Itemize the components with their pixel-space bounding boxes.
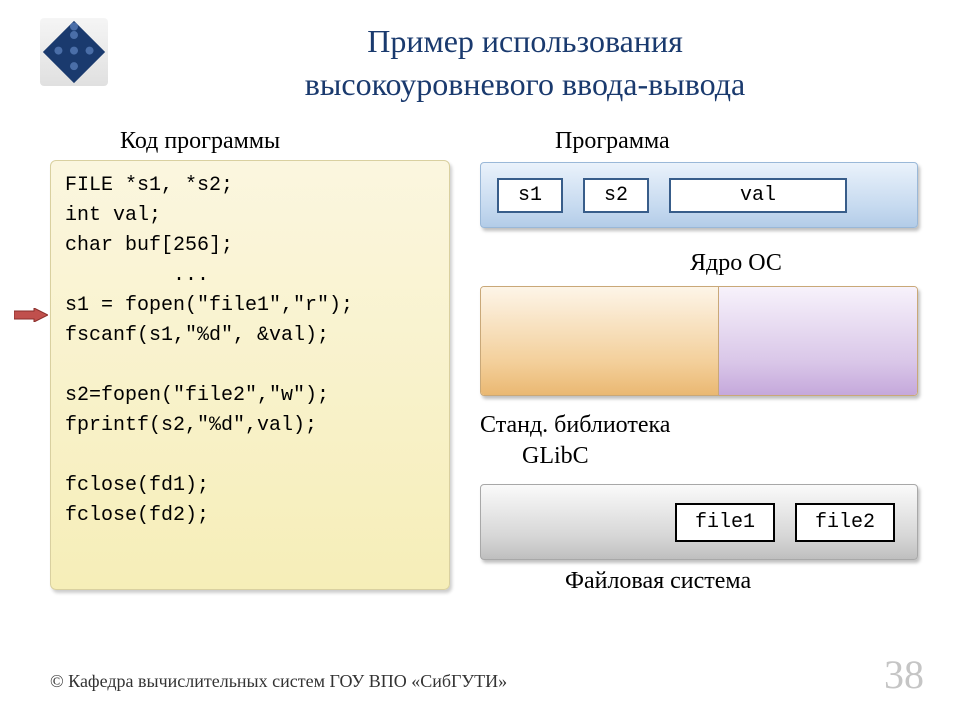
file1-box: file1 bbox=[675, 503, 775, 542]
kernel-box bbox=[480, 286, 918, 396]
filesystem-box: file1 file2 bbox=[480, 484, 918, 560]
title-line-1: Пример использования bbox=[367, 23, 683, 59]
page-number: 38 bbox=[884, 651, 924, 698]
logo-icon bbox=[43, 21, 105, 83]
kernel-right-region bbox=[719, 287, 917, 395]
var-s1-box: s1 bbox=[497, 178, 563, 213]
footer-copyright: © Кафедра вычислительных систем ГОУ ВПО … bbox=[50, 671, 507, 692]
kernel-left-region bbox=[481, 287, 719, 395]
label-glibc: Станд. библиотека GLibC bbox=[480, 410, 670, 472]
glibc-line-2: GLibC bbox=[522, 443, 589, 469]
var-val-box: val bbox=[669, 178, 847, 213]
logo-badge bbox=[40, 18, 108, 86]
label-filesystem: Файловая система bbox=[565, 568, 751, 595]
pointer-arrow-icon bbox=[14, 308, 48, 322]
label-code: Код программы bbox=[120, 128, 280, 155]
code-block: FILE *s1, *s2; int val; char buf[256]; .… bbox=[50, 160, 450, 590]
title-line-2: высокоуровневого ввода-вывода bbox=[305, 66, 745, 102]
label-kernel: Ядро ОС bbox=[690, 250, 782, 277]
label-program: Программа bbox=[555, 128, 670, 155]
var-s2-box: s2 bbox=[583, 178, 649, 213]
slide-title: Пример использования высокоуровневого вв… bbox=[130, 20, 920, 106]
glibc-line-1: Станд. библиотека bbox=[480, 412, 670, 438]
program-box: s1 s2 val bbox=[480, 162, 918, 228]
file2-box: file2 bbox=[795, 503, 895, 542]
